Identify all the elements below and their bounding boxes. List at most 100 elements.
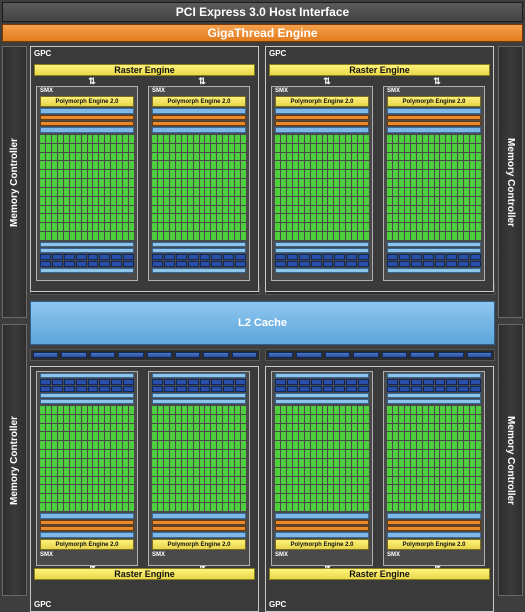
- cuda-core: [93, 196, 99, 205]
- cuda-core: [81, 232, 87, 240]
- cuda-core: [169, 458, 175, 467]
- cuda-core: [476, 223, 481, 232]
- cuda-core: [410, 223, 416, 232]
- cuda-core: [275, 161, 280, 170]
- cuda-core: [157, 406, 163, 414]
- cuda-core: [69, 223, 75, 232]
- cuda-core: [304, 205, 310, 214]
- cuda-core: [157, 485, 163, 494]
- cuda-core: [217, 467, 223, 476]
- cuda-core: [45, 432, 51, 441]
- cuda-core: [470, 232, 476, 240]
- cuda-core: [205, 467, 211, 476]
- cuda-core: [358, 179, 364, 187]
- cuda-core: [40, 143, 45, 152]
- cuda-core: [346, 170, 352, 179]
- cuda-core: [45, 441, 51, 450]
- cuda-core: [410, 450, 416, 458]
- cuda-core: [199, 161, 205, 170]
- cuda-core: [310, 458, 316, 467]
- cuda-core: [286, 432, 292, 441]
- texture-unit: [63, 386, 75, 392]
- cuda-core: [163, 467, 169, 476]
- cuda-core: [322, 432, 328, 441]
- cuda-core: [404, 143, 410, 152]
- cuda-core: [87, 406, 93, 414]
- texture-unit: [87, 386, 99, 392]
- cuda-core: [81, 458, 87, 467]
- cuda-core: [45, 232, 51, 240]
- cuda-core: [470, 406, 476, 414]
- cuda-core: [229, 205, 235, 214]
- cuda-core: [211, 423, 217, 432]
- data-flow-arrow-icon: ⇅: [198, 76, 206, 86]
- cuda-core: [63, 458, 69, 467]
- cuda-core: [410, 143, 416, 152]
- cuda-core: [241, 179, 246, 187]
- cuda-core: [111, 503, 117, 511]
- texture-unit-row: [152, 379, 246, 385]
- cuda-core: [187, 214, 193, 223]
- cuda-core: [105, 179, 111, 187]
- cuda-core: [99, 187, 105, 196]
- cuda-core: [446, 467, 452, 476]
- cuda-core: [422, 450, 428, 458]
- cuda-core: [40, 441, 45, 450]
- cuda-core: [181, 406, 187, 414]
- cuda-core: [81, 170, 87, 179]
- cuda-core: [45, 467, 51, 476]
- cuda-core: [458, 494, 464, 503]
- cuda-core: [298, 135, 304, 143]
- cuda-core: [105, 406, 111, 414]
- cuda-core: [464, 476, 470, 485]
- cuda-core: [416, 223, 422, 232]
- cuda-core: [334, 406, 340, 414]
- cuda-core: [87, 441, 93, 450]
- memory-controller-top-left: Memory Controller: [2, 46, 27, 318]
- cuda-core: [322, 467, 328, 476]
- cuda-core: [81, 187, 87, 196]
- cuda-core: [398, 450, 404, 458]
- cuda-core: [105, 196, 111, 205]
- register-file-strip: [40, 127, 134, 133]
- cuda-core: [440, 135, 446, 143]
- cuda-core: [364, 485, 369, 494]
- cuda-core: [428, 458, 434, 467]
- cuda-core: [322, 494, 328, 503]
- cuda-core: [398, 503, 404, 511]
- cuda-core: [69, 467, 75, 476]
- cuda-core: [470, 223, 476, 232]
- cuda-core: [358, 196, 364, 205]
- cuda-core: [340, 414, 346, 423]
- cuda-core: [298, 232, 304, 240]
- texture-unit: [322, 254, 334, 260]
- cuda-core: [63, 170, 69, 179]
- cuda-core: [334, 414, 340, 423]
- cuda-core: [217, 432, 223, 441]
- cuda-core: [404, 214, 410, 223]
- cuda-core: [75, 503, 81, 511]
- cuda-core: [205, 494, 211, 503]
- cuda-core: [205, 187, 211, 196]
- cuda-core: [199, 467, 205, 476]
- cuda-core: [241, 441, 246, 450]
- cuda-core: [199, 423, 205, 432]
- cuda-core: [440, 467, 446, 476]
- cuda-core: [476, 441, 481, 450]
- cuda-core: [446, 414, 452, 423]
- cuda-core: [63, 467, 69, 476]
- cuda-core: [63, 406, 69, 414]
- cuda-core: [87, 476, 93, 485]
- polymorph-engine: Polymorph Engine 2.0: [152, 539, 246, 550]
- cuda-core: [51, 423, 57, 432]
- cuda-core: [422, 503, 428, 511]
- cuda-core: [404, 485, 410, 494]
- cuda-core: [241, 406, 246, 414]
- cuda-core: [458, 476, 464, 485]
- cuda-core: [193, 450, 199, 458]
- cuda-core: [45, 450, 51, 458]
- cuda-core: [129, 414, 134, 423]
- cuda-core: [322, 406, 328, 414]
- cuda-core: [428, 232, 434, 240]
- cuda-core: [152, 406, 157, 414]
